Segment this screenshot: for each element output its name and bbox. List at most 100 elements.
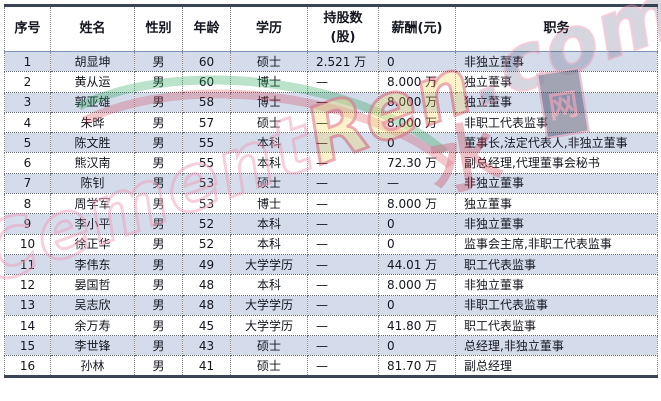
cell-index: 8 xyxy=(4,193,51,215)
cell-name: 郭亚雄 xyxy=(50,92,135,113)
cell-name: 李伟东 xyxy=(50,254,135,276)
cell-position: 独立董事 xyxy=(455,193,658,215)
cell-index: 5 xyxy=(4,132,51,154)
cell-education: 硕士 xyxy=(230,173,308,195)
cell-position: 副总经理,代理董事会秘书 xyxy=(455,152,658,174)
table-row: 9 李小平男 52 本科 —0 非独立董事 xyxy=(4,213,658,235)
cell-salary: 0 xyxy=(378,213,456,235)
cell-salary: 0 xyxy=(378,132,456,154)
cell-age: 45 xyxy=(182,315,231,337)
cell-shares: — xyxy=(307,295,379,316)
cell-position: 非职工代表监事 xyxy=(455,295,658,316)
cell-education: 硕士 xyxy=(230,355,308,377)
table-row: 14 余万寿男 45 大学学历 —41.80 万职工代表监事 xyxy=(4,315,658,337)
cell-education: 大学学历 xyxy=(230,254,308,276)
cell-name: 孙林 xyxy=(50,355,135,377)
cell-shares: — xyxy=(307,335,379,357)
cell-gender: 男 xyxy=(134,92,183,113)
cell-age: 60 xyxy=(182,51,231,73)
cell-age: 52 xyxy=(182,234,231,255)
cell-age: 57 xyxy=(182,112,231,134)
cell-education: 本科 xyxy=(230,274,308,296)
cell-index: 11 xyxy=(4,254,51,276)
cell-position: 总经理,非独立董事 xyxy=(455,335,658,357)
table-header: 序号 姓名 性别 年龄 学历 持股数 (股) 薪酬(元) 职务 xyxy=(4,5,658,52)
table-row: 7 陈钊男 53 硕士 — — 非独立董事 xyxy=(4,173,658,195)
table-row: 6 熊汉南男 55 本科 —72.30 万副总经理,代理董事会秘书 xyxy=(4,152,658,174)
cell-index: 3 xyxy=(4,92,51,113)
header-name: 姓名 xyxy=(50,5,135,52)
cell-salary: 0 xyxy=(378,51,456,73)
cell-salary: 41.80 万 xyxy=(378,315,456,337)
cell-name: 余万寿 xyxy=(50,315,135,337)
cell-gender: 男 xyxy=(134,274,183,296)
cell-name: 李小平 xyxy=(50,213,135,235)
cell-shares: — xyxy=(307,112,379,134)
cell-gender: 男 xyxy=(134,193,183,215)
cell-gender: 男 xyxy=(134,51,183,73)
cell-shares: — xyxy=(307,71,379,93)
header-shares-line2: (股) xyxy=(330,30,356,45)
cell-age: 41 xyxy=(182,355,231,377)
cell-shares: — xyxy=(307,213,379,235)
cell-name: 徐正华 xyxy=(50,234,135,255)
table-row: 16 孙林男 41 硕士 —81.70 万副总经理 xyxy=(4,355,658,377)
cell-index: 15 xyxy=(4,335,51,357)
cell-education: 本科 xyxy=(230,132,308,154)
header-index: 序号 xyxy=(4,5,51,52)
cell-shares: 2.521 万 xyxy=(307,51,379,73)
cell-education: 硕士 xyxy=(230,335,308,357)
cell-age: 55 xyxy=(182,152,231,174)
cell-salary: 72.30 万 xyxy=(378,152,456,174)
header-shares-line1: 持股数 xyxy=(323,11,363,27)
cell-shares: — xyxy=(307,315,379,337)
cell-name: 陈钊 xyxy=(50,173,135,195)
cell-education: 博士 xyxy=(230,71,308,93)
cell-gender: 男 xyxy=(134,234,183,255)
table-row: 13 吴志欣男 48 大学学历 —0 非职工代表监事 xyxy=(4,295,658,316)
cell-age: 55 xyxy=(182,132,231,154)
header-salary: 薪酬(元) xyxy=(378,5,456,52)
cell-position: 职工代表监事 xyxy=(455,254,658,276)
table-body: 1 胡显坤男 60 硕士 2.521 万 0 非独立董事 2 黄从运男 60 博士 —8.000 万独… xyxy=(4,51,658,377)
table-row: 12 晏国哲男 48 本科 —8.000 万非独立董事 xyxy=(4,274,658,296)
cell-gender: 男 xyxy=(134,173,183,195)
cell-index: 16 xyxy=(4,355,51,377)
cell-index: 7 xyxy=(4,173,51,195)
cell-name: 李世锋 xyxy=(50,335,135,357)
cell-shares: — xyxy=(307,92,379,113)
cell-salary: 8.000 万 xyxy=(378,92,456,113)
cell-salary: 8.000 万 xyxy=(378,274,456,296)
cell-education: 本科 xyxy=(230,234,308,255)
cell-name: 胡显坤 xyxy=(50,51,135,73)
cell-position: 独立董事 xyxy=(455,92,658,113)
cell-position: 副总经理 xyxy=(455,355,658,377)
cell-gender: 男 xyxy=(134,132,183,154)
cell-shares: — xyxy=(307,234,379,255)
cell-position: 非职工代表监事 xyxy=(455,112,658,134)
cell-education: 大学学历 xyxy=(230,315,308,337)
cell-position: 非独立董事 xyxy=(455,173,658,195)
cell-position: 独立董事 xyxy=(455,71,658,93)
cell-name: 晏国哲 xyxy=(50,274,135,296)
cell-index: 14 xyxy=(4,315,51,337)
cell-name: 朱晔 xyxy=(50,112,135,134)
cell-salary: 0 xyxy=(378,295,456,316)
cell-position: 职工代表监事 xyxy=(455,315,658,337)
cell-gender: 男 xyxy=(134,335,183,357)
table-row: 3 郭亚雄男 58 博士 —8.000 万独立董事 xyxy=(4,92,658,113)
cell-index: 2 xyxy=(4,71,51,93)
cell-shares: — xyxy=(307,152,379,174)
cell-index: 12 xyxy=(4,274,51,296)
cell-education: 本科 xyxy=(230,152,308,174)
cell-shares: — xyxy=(307,193,379,215)
cell-index: 13 xyxy=(4,295,51,316)
cell-education: 硕士 xyxy=(230,51,308,73)
cell-age: 53 xyxy=(182,193,231,215)
cell-salary: 0 xyxy=(378,234,456,255)
cell-gender: 男 xyxy=(134,152,183,174)
cell-gender: 男 xyxy=(134,315,183,337)
cell-gender: 男 xyxy=(134,295,183,316)
cell-shares: — xyxy=(307,355,379,377)
